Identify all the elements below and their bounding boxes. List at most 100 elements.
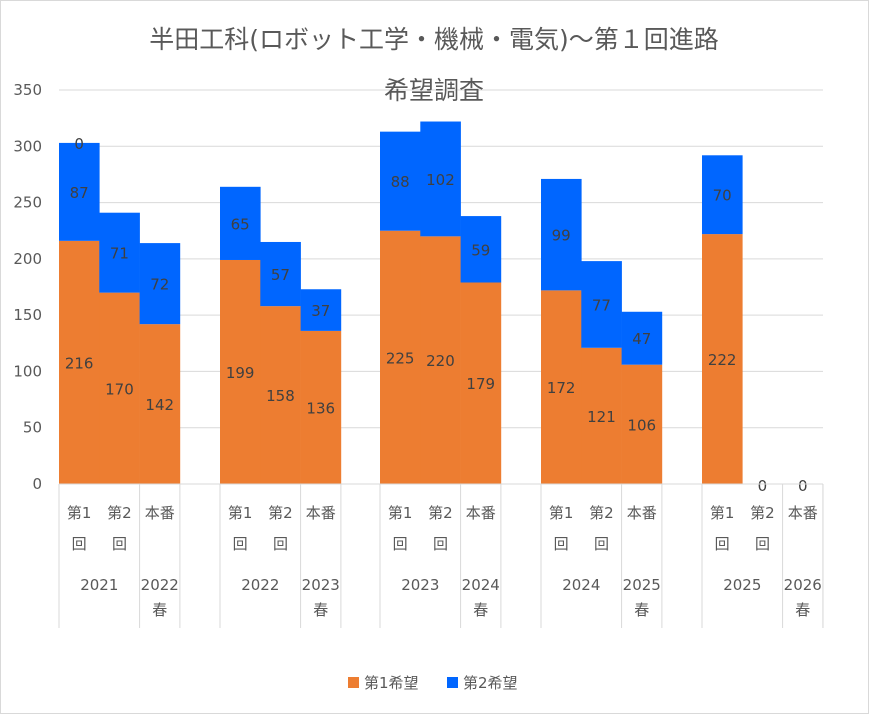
x-category-label-2021-1-0: 第2 [107, 504, 132, 522]
data-label-zero-1: 0 [758, 477, 768, 495]
data-label-first-2024-0: 172 [547, 379, 576, 397]
bar-second-choice-2021-1 [99, 212, 140, 293]
bar-first-choice-2025-0 [702, 234, 743, 484]
bar-second-choice-2023-0 [380, 131, 421, 231]
data-label-second-2024-2: 47 [632, 330, 651, 348]
data-label-first-2022-1: 158 [266, 387, 295, 405]
x-category-label-2021-0-0: 第1 [67, 504, 92, 522]
y-tick-label-250: 250 [13, 194, 42, 212]
data-label-second-2022-2: 37 [311, 302, 330, 320]
x-category-label-2021-1-1: 回 [112, 535, 127, 553]
x-category-label-2025-0-1: 回 [715, 535, 730, 553]
data-labels: 216 87 170 71 142 72 199 65 158 57 136 37 225 88 220 10… [65, 135, 808, 495]
x-year-label-2025: 2025 [723, 576, 761, 594]
legend-label-first-choice: 第1希望 [364, 674, 419, 692]
bar-second-choice-2022-2 [300, 289, 342, 331]
x-spring-label-2022-1: 春 [313, 601, 328, 619]
bar-first-choice-2024-0 [541, 290, 582, 484]
x-spring-label-2023-1: 春 [473, 601, 488, 619]
data-label-zero-2: 0 [798, 477, 808, 495]
bar-second-choice-2023-1 [420, 121, 461, 237]
bar-first-choice-2021-0 [59, 240, 100, 484]
x-category-label-2023-1-1: 回 [433, 535, 448, 553]
data-label-first-2024-1: 121 [587, 408, 616, 426]
y-axis: 0 50 100 150 200 250 300 350 [13, 81, 42, 493]
x-category-label-2024-2-0: 本番 [627, 504, 657, 522]
x-category-label-2023-0-0: 第1 [388, 504, 413, 522]
x-category-label-2024-0-0: 第1 [549, 504, 574, 522]
x-category-label-2022-1-1: 回 [273, 535, 288, 553]
bar-first-choice-2024-1 [581, 347, 622, 484]
x-spring-label-2025-0: 2026 [784, 576, 822, 594]
x-category-label-2022-0-0: 第1 [228, 504, 253, 522]
chart-title-line-1: 半田工科(ロボット工学・機械・電気)～第１回進路 [149, 25, 719, 54]
data-label-first-2021-2: 142 [145, 396, 174, 414]
data-label-second-2023-0: 88 [391, 173, 410, 191]
data-label-second-2021-1: 71 [110, 245, 129, 263]
data-label-first-2021-0: 216 [65, 354, 94, 372]
y-tick-label-150: 150 [13, 306, 42, 324]
data-label-second-2023-2: 59 [471, 241, 490, 259]
x-year-label-2022: 2022 [241, 576, 279, 594]
bar-first-choice-2024-2 [621, 364, 663, 484]
y-tick-label-200: 200 [13, 250, 42, 268]
data-label-second-2021-0: 87 [70, 184, 89, 202]
legend-label-second-choice: 第2希望 [463, 674, 518, 692]
x-category-label-2025-0-0: 第1 [710, 504, 735, 522]
data-label-second-2024-0: 99 [552, 227, 571, 245]
bar-second-choice-2024-1 [581, 261, 622, 348]
x-category-label-2025-1-0: 第2 [750, 504, 775, 522]
bars [59, 121, 743, 484]
x-category-label-2021-2-0: 本番 [145, 504, 175, 522]
data-label-zero-0: 0 [74, 135, 84, 153]
legend-swatch-first-choice [348, 677, 359, 688]
y-tick-label-50: 50 [23, 419, 42, 437]
data-label-first-2022-2: 136 [306, 399, 335, 417]
bar-first-choice-2023-2 [460, 282, 502, 484]
data-label-first-2021-1: 170 [105, 380, 134, 398]
bar-second-choice-2023-2 [460, 216, 502, 283]
x-category-label-2025-1-1: 回 [755, 535, 770, 553]
data-label-first-2023-2: 179 [466, 375, 495, 393]
x-spring-label-2021-0: 2022 [141, 576, 179, 594]
data-label-first-2024-2: 106 [627, 416, 656, 434]
x-year-label-2023: 2023 [401, 576, 439, 594]
bar-second-choice-2022-0 [220, 186, 261, 260]
y-tick-label-100: 100 [13, 362, 42, 380]
bar-second-choice-2024-0 [541, 178, 582, 291]
data-label-first-2025-0: 222 [708, 351, 737, 369]
bar-second-choice-2025-0 [702, 155, 743, 235]
bar-second-choice-2021-2 [139, 243, 181, 325]
data-label-first-2023-1: 220 [426, 352, 455, 370]
bar-second-choice-2021-0 [59, 142, 100, 241]
x-category-label-2024-1-0: 第2 [589, 504, 614, 522]
bar-first-choice-2023-1 [420, 236, 461, 484]
bar-first-choice-2022-0 [220, 259, 261, 484]
bar-first-choice-2023-0 [380, 230, 421, 484]
x-year-label-2024: 2024 [562, 576, 600, 594]
x-category-label-2023-0-1: 回 [393, 535, 408, 553]
data-label-second-2024-1: 77 [592, 296, 611, 314]
bar-first-choice-2021-2 [139, 324, 181, 484]
bar-first-choice-2021-1 [99, 292, 140, 484]
data-label-second-2021-2: 72 [150, 276, 169, 294]
data-label-second-2025-0: 70 [713, 187, 732, 205]
data-label-first-2023-0: 225 [386, 349, 415, 367]
x-spring-label-2025-1: 春 [795, 601, 810, 619]
legend: 第1希望 第2希望 [348, 674, 518, 692]
x-category-label-2024-0-1: 回 [554, 535, 569, 553]
bar-second-choice-2022-1 [260, 241, 301, 307]
bar-first-choice-2022-2 [300, 330, 342, 484]
x-category-label-2023-1-0: 第2 [428, 504, 453, 522]
data-label-second-2023-1: 102 [426, 171, 455, 189]
x-category-label-2023-2-0: 本番 [466, 504, 496, 522]
x-spring-label-2024-0: 2025 [623, 576, 661, 594]
data-label-first-2022-0: 199 [226, 364, 255, 382]
x-spring-label-2021-1: 春 [152, 601, 167, 619]
bar-second-choice-2024-2 [621, 311, 663, 365]
x-category-label-2022-0-1: 回 [233, 535, 248, 553]
x-category-label-2022-1-0: 第2 [268, 504, 293, 522]
x-category-label-2022-2-0: 本番 [306, 504, 336, 522]
